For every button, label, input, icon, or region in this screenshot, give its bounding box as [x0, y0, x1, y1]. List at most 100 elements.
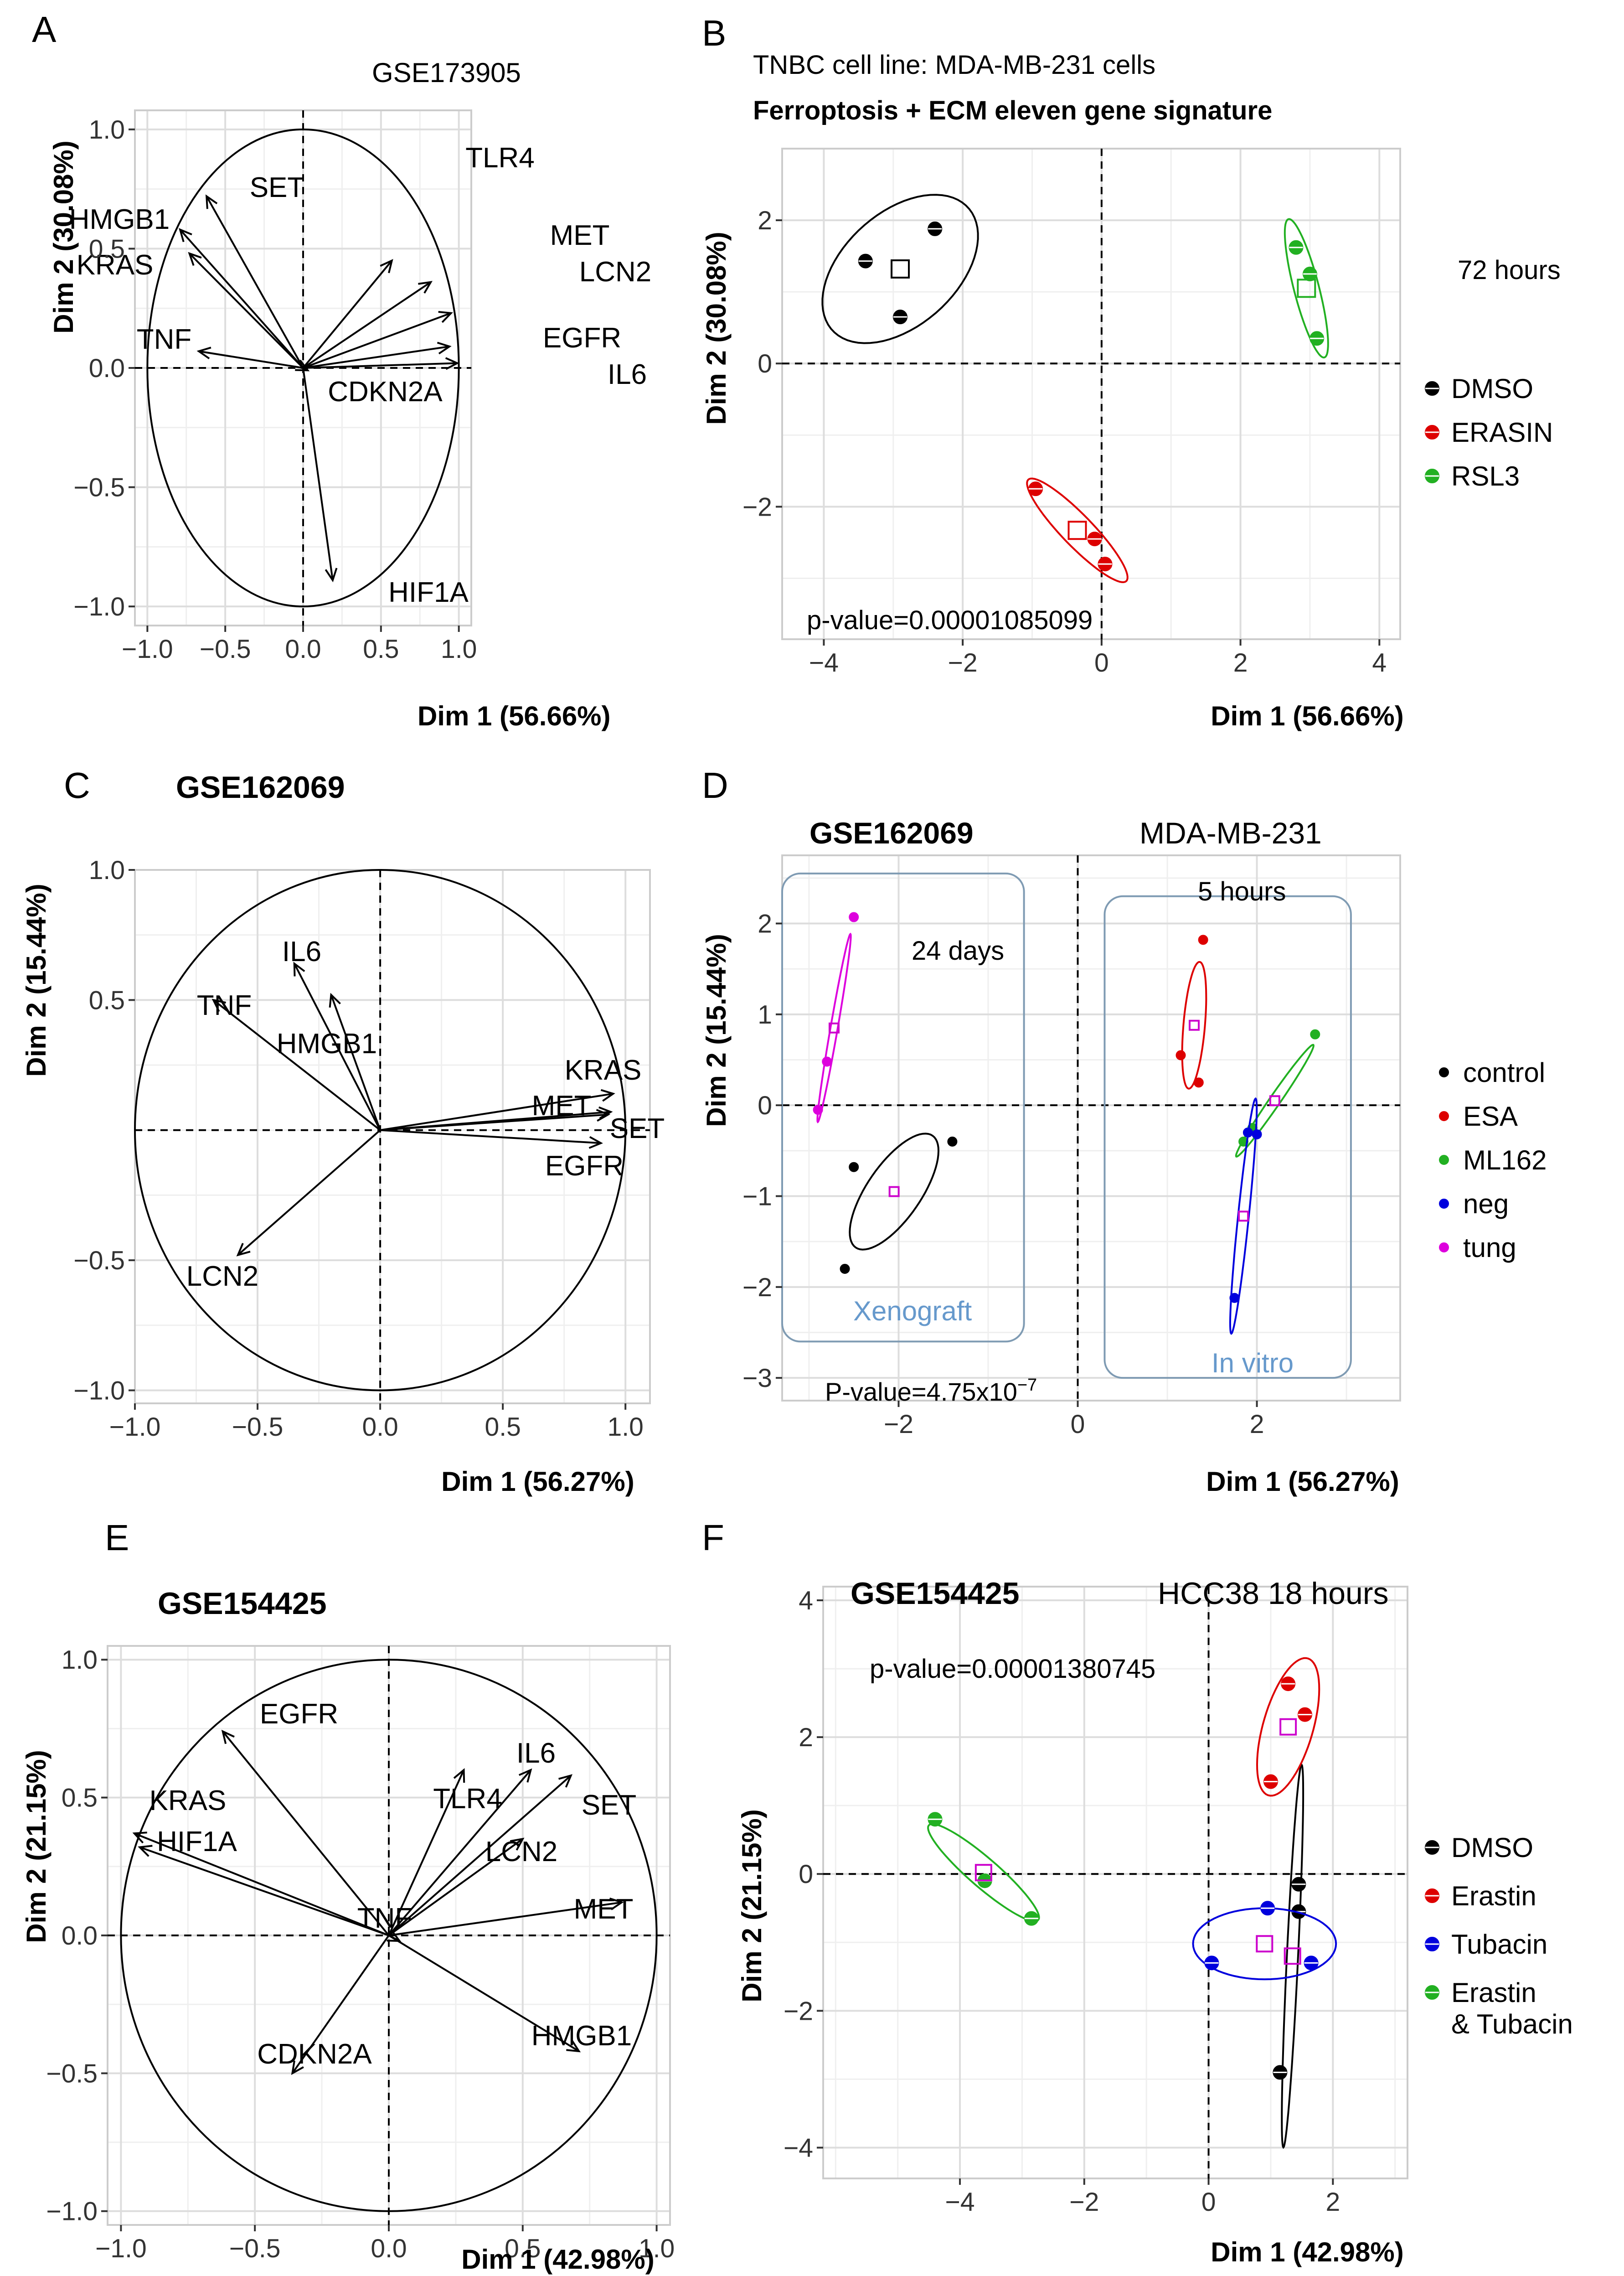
panel-E-xlabel: Dim 1 (42.98%)	[461, 2244, 655, 2275]
arrow-head	[510, 1837, 525, 1851]
plot-border	[134, 869, 651, 1404]
vector-arrow-hmgb1	[179, 229, 304, 369]
arrow-head	[609, 1898, 624, 1910]
data-point-tung	[822, 1056, 832, 1067]
vector-arrow-egfr	[303, 345, 450, 369]
x-tick-label: 0.0	[285, 635, 321, 664]
vector-arrow-egfr	[222, 1731, 390, 1936]
panel-A-title: GSE173905	[372, 57, 521, 88]
y-tick-label: 0	[758, 1091, 772, 1120]
panel-D-legend-label: ML162	[1463, 1145, 1547, 1175]
panel-D-legend-key	[1439, 1067, 1449, 1077]
group-centroid-tubacin	[1256, 1935, 1273, 1953]
y-tick-label: 1	[758, 1000, 772, 1029]
vector-arrow-hif1a	[139, 1846, 389, 1936]
group-centroid-erastin	[1279, 1718, 1297, 1736]
panel-letter-C: C	[64, 765, 90, 806]
vector-label-cdkn2a: CDKN2A	[257, 2038, 372, 2070]
panel-D-subtitle: MDA-MB-231	[1139, 816, 1322, 850]
arrow-head	[418, 281, 433, 294]
data-point-neg	[1252, 1129, 1262, 1139]
y-tick-label: −2	[742, 1273, 772, 1302]
group-centroid-dmso	[891, 259, 910, 279]
vector-arrow-il6	[303, 362, 458, 369]
panel-D-legend-label: tung	[1463, 1232, 1516, 1263]
panel-letter-B: B	[702, 13, 726, 53]
group-box-xenograft	[781, 872, 1025, 1343]
panel-D: −2 0 2 −3 −2 −1 0 1 2	[742, 854, 1401, 1439]
correlation-circle	[134, 869, 627, 1391]
y-tick-label: −1	[742, 1182, 772, 1211]
x-tick-label: 4	[1372, 648, 1387, 678]
panel-D-legend-key	[1439, 1199, 1449, 1209]
x-tick-label: −1.0	[109, 1412, 161, 1442]
x-tick-label: −2	[884, 1410, 913, 1439]
panel-B-pvalue: p-value=0.00001085099	[807, 605, 1093, 635]
panel-letter-A: A	[32, 9, 57, 50]
group-centroid-rsl3	[1297, 279, 1316, 298]
panel-B-title: TNBC cell line: MDA-MB-231 cells	[753, 50, 1155, 80]
y-tick-label: 0	[758, 349, 772, 378]
vector-label-kras: KRAS	[565, 1055, 642, 1086]
x-tick-label: 0	[1201, 2188, 1216, 2217]
x-tick-label: −2	[1069, 2188, 1099, 2217]
data-point-esa	[1198, 935, 1208, 945]
arrow-head	[566, 2040, 581, 2053]
x-tick-label: −0.5	[232, 1412, 284, 1442]
vector-arrow-kras	[380, 1092, 614, 1131]
vector-arrow-lcn2	[303, 312, 452, 369]
x-tick-label: −2	[948, 648, 978, 678]
y-tick-label: 0.0	[62, 1921, 98, 1950]
y-tick-label: 0.5	[89, 234, 125, 264]
group-centroid-neg	[1238, 1210, 1249, 1222]
vector-label-tlr4: TLR4	[433, 1783, 502, 1815]
y-tick-label: −4	[784, 2133, 813, 2162]
arrow-head	[211, 998, 226, 1012]
group-centroid-esa	[1189, 1019, 1200, 1031]
confidence-ellipse-erastin	[1256, 1657, 1320, 1797]
x-tick-label: 0.5	[485, 1412, 521, 1442]
vector-arrow-hmgb1	[330, 994, 381, 1131]
panel-F-legend-label: Erastin	[1451, 1881, 1536, 1911]
panel-B-legend-label: RSL3	[1451, 461, 1520, 491]
confidence-ellipse-erastin-tubacin	[927, 1823, 1040, 1922]
data-point-control	[849, 1162, 859, 1172]
panel-D-group-label-invitro: In vitro	[1212, 1348, 1294, 1378]
panel-A: SET HMGB1 KRAS TNF TLR4 MET LCN2 EGFR IL6 CDKN2A H…	[69, 109, 651, 664]
panel-A-ylabel: Dim 2 (30.08%)	[48, 140, 79, 334]
y-tick-label: 4	[799, 1586, 813, 1615]
panel-E: EGFR KRAS HIF1A TLR4 IL6 SET LCN2 MET TNF HMGB1 CD…	[46, 1645, 675, 2263]
arrow-head	[236, 1243, 251, 1257]
vector-label-lcn2: LCN2	[485, 1836, 558, 1867]
panel-D-legend-key	[1439, 1111, 1449, 1121]
data-point-tung	[813, 1105, 823, 1115]
group-centroid-dmso	[1284, 1947, 1301, 1965]
data-point-esa	[1175, 1050, 1186, 1060]
vector-label-egfr: EGFR	[260, 1698, 338, 1730]
arrow-head	[437, 341, 452, 355]
panel-D-legend-key	[1439, 1242, 1449, 1252]
vector-label-met: MET	[550, 220, 610, 251]
panel-F: −4 −2 0 2 −4 −2 0 2 4	[784, 1586, 1408, 2217]
panel-F-legend-label: Tubacin	[1451, 1929, 1547, 1960]
x-tick-label: 0	[1094, 648, 1109, 678]
panel-B-ylabel: Dim 2 (30.08%)	[701, 232, 732, 425]
arrow-head	[138, 1845, 153, 1857]
x-tick-label: −1.0	[95, 2234, 147, 2263]
group-centroid-control	[888, 1186, 900, 1197]
arrow-head	[558, 1774, 573, 1788]
arrow-head	[196, 347, 211, 360]
arrow-head	[329, 993, 341, 1008]
confidence-ellipse-control	[849, 1133, 940, 1251]
panel-F-legend-label: DMSO	[1451, 1832, 1533, 1863]
vector-label-set: SET	[610, 1113, 665, 1144]
panel-B: −4 −2 0 2 4 −2 0 2	[742, 148, 1401, 678]
vector-arrow-tnf	[212, 999, 381, 1131]
y-tick-label: 2	[758, 206, 772, 235]
panel-F-ylabel: Dim 2 (21.15%)	[737, 1809, 767, 2002]
data-point-control	[840, 1263, 850, 1274]
confidence-ellipse-esa	[1181, 961, 1207, 1090]
vector-arrow-egfr	[380, 1129, 601, 1144]
panel-D-group-label-xenograft: Xenograft	[853, 1296, 972, 1326]
